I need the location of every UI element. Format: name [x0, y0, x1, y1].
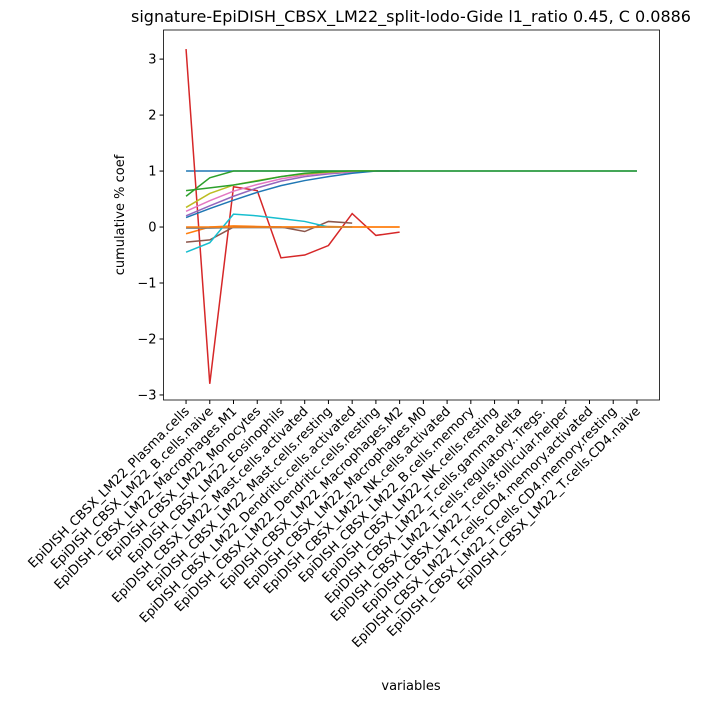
y-tick-label: 3 — [148, 53, 156, 68]
x-axis-label: variables — [381, 679, 440, 694]
plot-frame — [163, 29, 660, 401]
line — [185, 170, 400, 217]
y-tick-label: 0 — [148, 221, 156, 236]
y-tick-label: 1 — [148, 165, 156, 180]
line — [185, 48, 400, 384]
line — [185, 213, 353, 253]
line — [185, 170, 400, 219]
y-tick-label: −3 — [137, 388, 156, 403]
line — [185, 170, 400, 192]
y-tick-label: 2 — [148, 109, 156, 124]
y-tick-label: −1 — [137, 277, 156, 292]
chart-title: signature-EpiDISH_CBSX_LM22_split-lodo-G… — [131, 7, 691, 27]
y-axis-label: cumulative % coef — [113, 154, 128, 275]
y-tick-label: −2 — [137, 332, 156, 347]
line — [185, 170, 637, 197]
